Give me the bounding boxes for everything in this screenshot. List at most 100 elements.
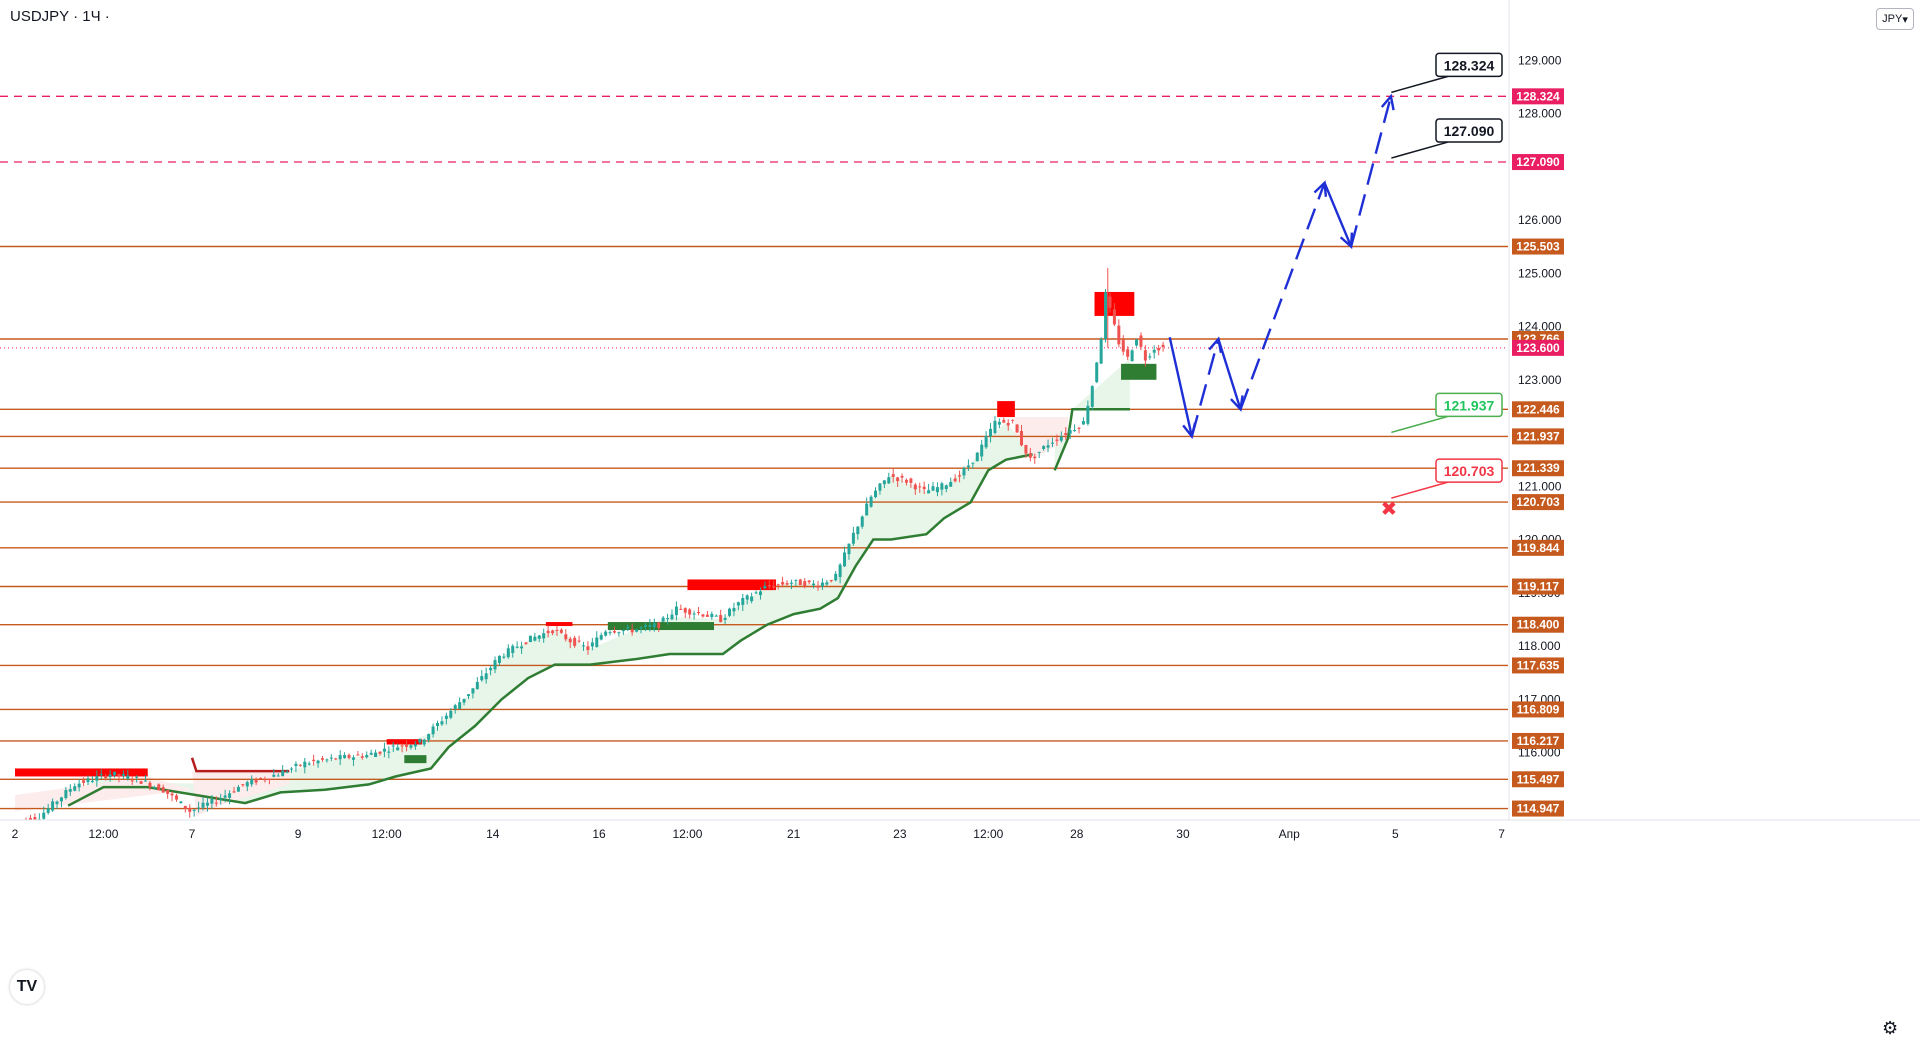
candle-body <box>758 591 762 596</box>
level-price-label: 115.497 <box>1517 772 1560 786</box>
price-tick-label: 124.000 <box>1518 320 1562 334</box>
candle-body <box>197 807 201 809</box>
candle-body <box>33 817 37 820</box>
time-axis[interactable]: 2 12:00 7 9 12:00 14 16 12:00 21 23 12:00 28 30 Апр 5 7 <box>0 819 1920 1046</box>
candle-body <box>838 564 842 577</box>
candle-body <box>1161 344 1165 348</box>
candle-body <box>869 496 873 507</box>
candle-body <box>626 627 630 629</box>
level-price-label: 128.324 <box>1516 89 1560 103</box>
callout-pointer <box>1391 481 1449 499</box>
candle-body <box>551 630 555 634</box>
candle-body <box>422 739 426 745</box>
candle-body <box>405 744 409 747</box>
candle-body <box>1126 349 1130 357</box>
candle-body <box>909 478 913 483</box>
candle-body <box>736 602 740 606</box>
price-tick-label: 116.000 <box>1518 745 1561 759</box>
candle-body <box>148 782 152 788</box>
chevron-down-icon: ▾ <box>1902 13 1908 26</box>
candle-body <box>865 503 869 516</box>
candle-body <box>701 614 705 617</box>
candle-body <box>201 802 205 808</box>
candle-body <box>316 760 320 764</box>
candle-body <box>188 807 192 812</box>
candle-body <box>564 634 568 640</box>
candle-body <box>714 615 718 617</box>
candle-body <box>55 801 59 805</box>
candle-body <box>431 726 435 735</box>
candle-body <box>250 779 254 785</box>
candle-body <box>489 667 493 671</box>
candle-body <box>413 744 417 747</box>
level-price-label: 121.937 <box>1516 429 1560 443</box>
candle-body <box>1015 424 1019 433</box>
candle-body <box>1059 436 1063 441</box>
candle-body <box>192 809 196 811</box>
candle-body <box>949 481 953 487</box>
candle-body <box>604 631 608 636</box>
candle-body <box>325 759 329 761</box>
candle-body <box>763 585 767 589</box>
candle-body <box>958 475 962 477</box>
time-tick-label: 5 <box>1392 827 1399 841</box>
candle-body <box>661 617 665 622</box>
candle-body <box>1037 451 1041 453</box>
candle-body <box>356 754 360 756</box>
candle-body <box>966 465 970 468</box>
candle-body <box>891 474 895 478</box>
level-price-label: 127.090 <box>1516 155 1560 169</box>
price-tick-label: 123.000 <box>1518 373 1562 387</box>
candle-body <box>179 801 183 804</box>
candle-body <box>440 721 444 725</box>
candle-body <box>1055 439 1059 441</box>
candle-body <box>174 795 178 800</box>
candle-body <box>99 774 103 776</box>
candle-body <box>515 646 519 648</box>
level-price-tag <box>1512 401 1564 418</box>
candle-body <box>1152 349 1156 353</box>
symbol-title[interactable]: USDJPY · 1Ч · <box>10 8 110 25</box>
candle-body <box>157 784 161 791</box>
candle-body <box>42 812 46 819</box>
candle-body <box>272 774 276 777</box>
demand-zone <box>1121 363 1157 380</box>
candle-body <box>900 475 904 478</box>
candle-body <box>223 795 227 798</box>
candle-body <box>940 483 944 490</box>
candle-body <box>674 606 678 616</box>
candle-body <box>245 782 249 787</box>
cloud-red <box>15 776 192 812</box>
candle-body <box>1139 335 1143 347</box>
candle-body <box>59 797 63 802</box>
tradingview-logo-icon[interactable]: TV <box>10 970 44 1004</box>
candle-body <box>400 745 404 747</box>
time-tick-label: 30 <box>1176 827 1190 841</box>
candle-body <box>263 779 267 781</box>
price-axis[interactable]: 129.000 128.000 126.000 125.000 124.000 123.0… <box>1508 0 1920 872</box>
level-price-tag <box>1512 88 1564 105</box>
level-price-tag <box>1512 460 1564 477</box>
candle-body <box>1157 347 1161 351</box>
candle-body <box>913 484 917 490</box>
candle-body <box>874 490 878 498</box>
candle-body <box>542 633 546 639</box>
candle-body <box>228 793 232 798</box>
candle-body <box>887 477 891 484</box>
currency-button[interactable]: JPY ▾ <box>1876 8 1914 30</box>
candle-body <box>971 462 975 464</box>
candle-body <box>621 629 625 632</box>
callout-pointer <box>1391 75 1449 94</box>
candle-body <box>878 483 882 491</box>
level-price-label: 116.809 <box>1517 702 1560 716</box>
level-price-tag <box>1512 428 1564 445</box>
current-price-label: 123.600 <box>1516 341 1560 355</box>
candle-body <box>745 595 749 600</box>
trailing-stop-green <box>67 453 1033 807</box>
candle-body <box>113 771 117 776</box>
gear-icon[interactable]: ⚙ <box>1882 1018 1899 1039</box>
candle-body <box>776 584 780 586</box>
candle-body <box>1099 339 1103 364</box>
candle-body <box>290 768 294 770</box>
